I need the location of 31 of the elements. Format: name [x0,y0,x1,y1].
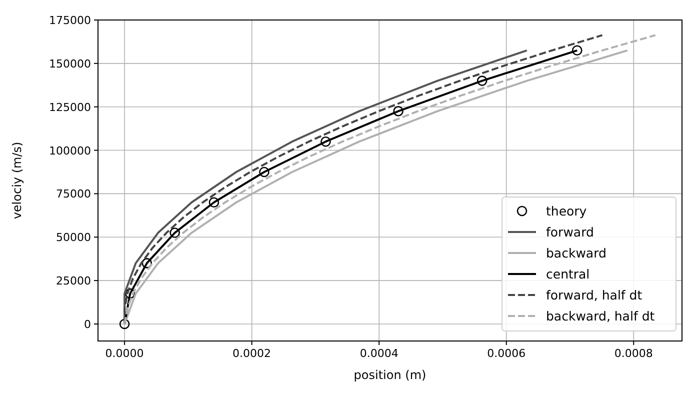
y-tick-label: 25000 [56,274,91,288]
y-tick-label: 175000 [49,14,91,27]
point [476,76,488,86]
y-tick-label: 100000 [49,144,91,158]
point [320,136,331,147]
legend-label: theory [546,204,588,218]
point [393,106,404,116]
legend-label: central [546,266,590,282]
point [124,288,136,299]
y-tick-label: 50000 [56,231,91,244]
y-tick-label: 150000 [49,57,91,70]
x-tick-label: 0.0008 [614,347,653,360]
y-tick-label: 75000 [56,188,91,201]
y-tick-label: 125000 [49,100,91,114]
point [208,197,220,208]
x-tick-label: 0.0002 [232,347,272,360]
y-axis-title: velociy (m/s) [10,142,24,220]
point [170,228,180,238]
legend-label: forward [546,224,594,240]
point [572,45,582,56]
x-tick-label: 0.0000 [105,347,144,360]
y-tick-label: 0 [84,318,91,331]
x-tick-label: 0.0004 [360,347,398,360]
x-tick-label: 0.0006 [487,347,526,360]
legend-label: backward, half dt [546,308,655,324]
legend-label: forward, half dt [546,288,642,302]
point [259,166,270,178]
point [119,318,130,330]
legend-label: backward [546,246,606,260]
point [142,258,152,268]
x-axis-title: position (m) [354,368,426,382]
